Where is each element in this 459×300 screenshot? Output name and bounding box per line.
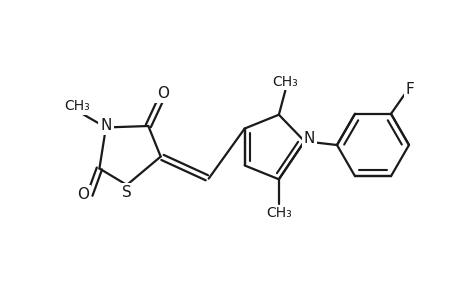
Text: CH₃: CH₃ <box>64 100 90 113</box>
Text: CH₃: CH₃ <box>272 75 297 88</box>
Text: F: F <box>404 82 413 97</box>
Text: N: N <box>303 131 314 146</box>
Text: O: O <box>157 86 168 101</box>
Text: CH₃: CH₃ <box>265 206 291 220</box>
Text: O: O <box>77 187 89 202</box>
Text: N: N <box>100 118 112 133</box>
Text: S: S <box>122 185 131 200</box>
